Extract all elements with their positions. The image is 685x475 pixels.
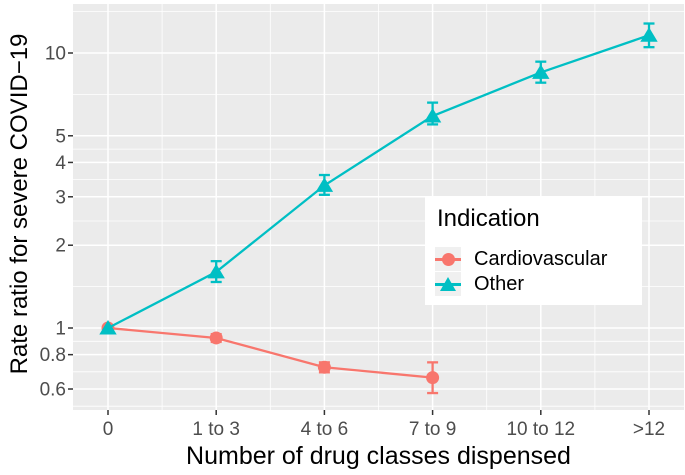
legend-title: Indication [437, 205, 540, 232]
series-line-other [107, 34, 650, 330]
x-tick-label: 1 to 3 [192, 419, 240, 440]
y-tick-label: 4 [55, 153, 66, 174]
data-point-other-1 [207, 263, 225, 279]
data-point-other-0 [99, 320, 117, 335]
circle-marker-icon [441, 252, 455, 266]
x-tick-label: 0 [103, 419, 114, 440]
x-tick-label: 10 to 12 [506, 419, 575, 440]
legend-entry-other: Other [435, 272, 642, 297]
y-tick-label: 2 [55, 236, 66, 257]
y-tick-label: 10 [45, 44, 66, 65]
legend-label: Other [474, 273, 525, 296]
x-tick-label: >12 [633, 419, 665, 440]
legend-key-cardiovascular [435, 247, 461, 272]
data-point-cardiovascular-3 [426, 371, 440, 385]
y-axis-title: Rate ratio for severe COVID−19 [6, 33, 33, 375]
x-tick-label: 7 to 9 [409, 419, 457, 440]
data-point-other-3 [423, 108, 442, 123]
legend: Indication Cardiovascular Other [425, 197, 642, 305]
data-point-other-5 [640, 27, 658, 42]
data-point-other-2 [315, 177, 334, 192]
data-point-cardiovascular-1 [209, 331, 223, 345]
data-point-other-4 [532, 64, 550, 79]
series-line-cardiovascular [107, 326, 433, 379]
y-tick-label: 0.8 [40, 345, 66, 366]
y-tick-label: 5 [55, 126, 66, 147]
y-tick-label: 3 [55, 187, 66, 208]
legend-entry-cardiovascular: Cardiovascular [435, 247, 642, 272]
triangle-marker-icon [439, 277, 456, 292]
data-point-cardiovascular-2 [317, 360, 331, 374]
legend-label: Cardiovascular [474, 248, 608, 271]
legend-key-other [435, 272, 461, 297]
y-tick-label: 0.6 [40, 380, 66, 401]
x-axis-title: Number of drug classes dispensed [186, 442, 571, 470]
x-tick-label: 4 to 6 [301, 419, 349, 440]
y-tick-label: 1 [55, 319, 66, 340]
